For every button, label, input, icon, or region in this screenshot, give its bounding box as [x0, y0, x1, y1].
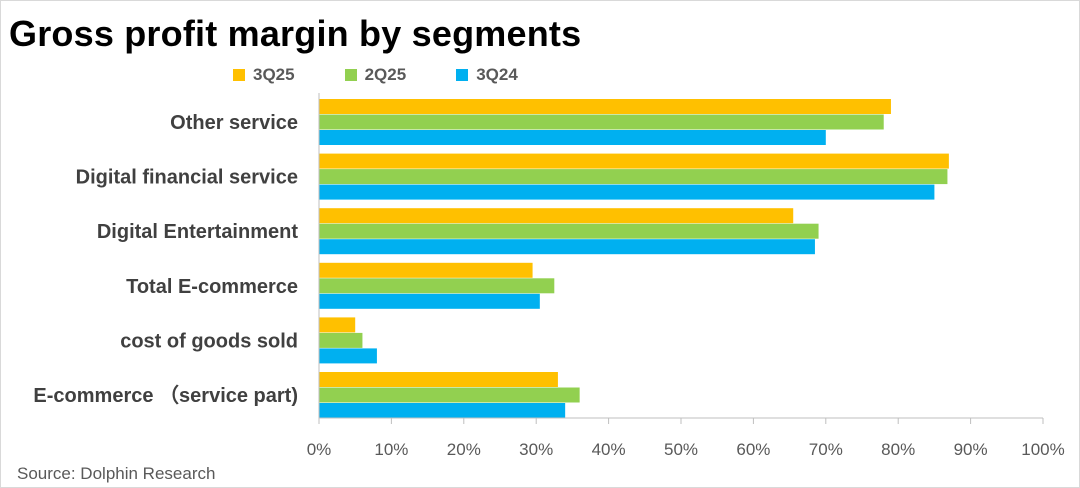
bar	[319, 169, 948, 185]
x-tick-label: 20%	[447, 440, 481, 459]
bar	[319, 403, 566, 418]
bar	[319, 130, 826, 145]
x-tick-label: 50%	[664, 440, 698, 459]
bar	[319, 387, 580, 403]
bar	[319, 184, 935, 200]
x-tick-label: 60%	[736, 440, 770, 459]
category-label: Digital Entertainment	[97, 221, 298, 243]
legend-swatch	[233, 69, 245, 81]
x-tick-label: 80%	[881, 440, 915, 459]
bar	[319, 372, 558, 387]
x-tick-label: 70%	[809, 440, 843, 459]
bar	[319, 114, 884, 130]
bar	[319, 153, 949, 169]
source-note: Source: Dolphin Research	[17, 464, 216, 483]
category-label: cost of goods sold	[120, 330, 298, 352]
legend-label: 3Q24	[476, 65, 518, 84]
legend-swatch	[456, 69, 469, 81]
x-tick-label: 90%	[954, 440, 988, 459]
legend-item: 3Q25	[233, 65, 295, 85]
legend-item: 2Q25	[344, 65, 407, 85]
bar	[319, 262, 533, 278]
bar	[319, 293, 540, 309]
bar	[319, 223, 819, 239]
bar	[319, 317, 356, 333]
category-label: Other service	[170, 112, 298, 134]
bar	[319, 99, 891, 114]
category-label: Total E-commerce	[126, 276, 298, 298]
bar	[319, 278, 555, 294]
legend-swatch	[344, 69, 357, 81]
legend-label: 3Q25	[253, 65, 295, 84]
category-label: Digital financial service	[76, 167, 298, 189]
x-tick-label: 30%	[519, 440, 553, 459]
x-tick-label: 40%	[592, 440, 626, 459]
chart-title: Gross profit margin by segments	[9, 13, 582, 54]
bar	[319, 208, 794, 224]
bar	[319, 332, 363, 348]
legend-label: 2Q25	[364, 65, 407, 84]
category-label: E-commerce （service part)	[33, 384, 298, 407]
x-tick-label: 0%	[307, 440, 332, 459]
legend-item: 3Q24	[456, 65, 518, 85]
x-tick-label: 100%	[1021, 440, 1064, 459]
legend: 3Q25 2Q25 3Q24	[233, 65, 568, 85]
bar	[319, 239, 815, 255]
x-tick-label: 10%	[374, 440, 408, 459]
bar	[319, 348, 377, 364]
